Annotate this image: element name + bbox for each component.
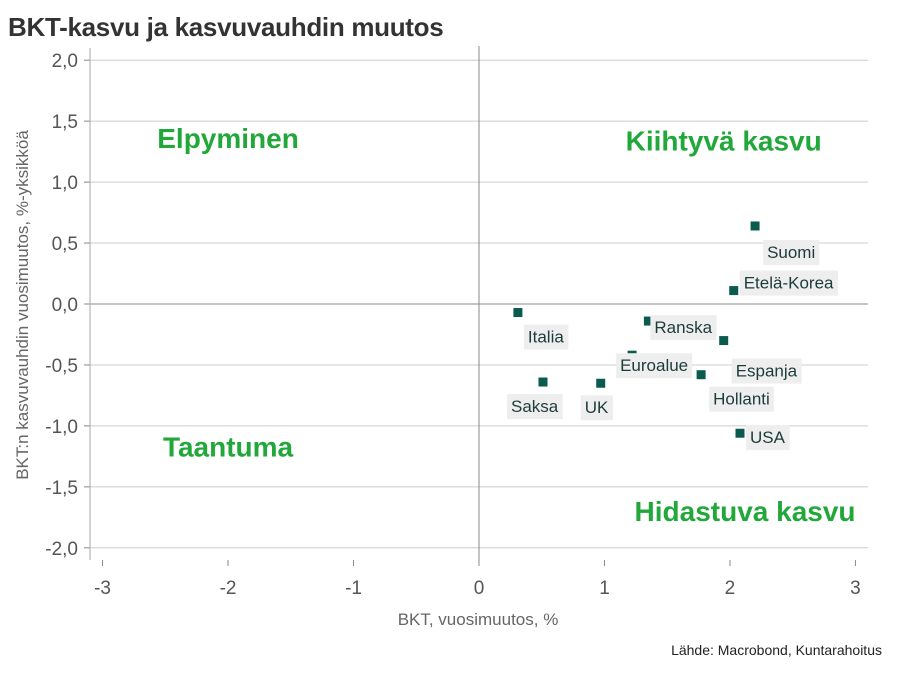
- point-label-text: USA: [750, 428, 786, 447]
- data-point-marker: [719, 336, 729, 346]
- x-axis-label: BKT, vuosimuutos, %: [398, 610, 559, 629]
- point-label-text: Italia: [528, 328, 564, 347]
- axis-layer: 2,0 1,5 1,0 0,5 0,0 -0,5 -1,0 -1,5 -2,0 -3 -2 -1 0 1 2…: [45, 46, 861, 599]
- data-point-marker: [735, 428, 745, 438]
- point-label-text: Saksa: [511, 397, 559, 416]
- y-tick-label: -2,0: [45, 539, 78, 560]
- data-point-label: UK: [580, 395, 613, 421]
- data-point-marker: [696, 370, 706, 380]
- y-tick-label: -1,5: [45, 478, 78, 499]
- y-tick-label: -1,0: [45, 417, 78, 438]
- source-note: Lähde: Macrobond, Kuntarahoitus: [671, 642, 882, 658]
- data-point-marker: [750, 221, 760, 231]
- data-point-label: Etelä-Korea: [739, 270, 839, 296]
- data-point-label: Hollanti: [709, 386, 774, 412]
- data-point-marker: [538, 377, 548, 387]
- y-tick-label: 2,0: [52, 51, 78, 72]
- point-label-text: UK: [585, 398, 609, 417]
- y-tick-label: 1,0: [52, 173, 78, 194]
- data-point-label: Italia: [523, 324, 569, 350]
- point-label-text: Hollanti: [713, 390, 770, 409]
- data-point-marker: [643, 316, 653, 326]
- point-label-text: Ranska: [654, 318, 712, 337]
- x-tick-label: 1: [599, 578, 610, 599]
- label-background: [616, 353, 693, 379]
- label-background: [650, 315, 717, 341]
- data-point-marker: [729, 286, 739, 296]
- data-point-label: Suomi: [763, 239, 820, 265]
- data-point-label: USA: [746, 425, 790, 451]
- label-background: [731, 358, 802, 384]
- x-tick-label: -1: [345, 578, 362, 599]
- y-tick-label: 0,5: [52, 234, 78, 255]
- x-tick-label: 0: [474, 578, 485, 599]
- quadrant-label: Hidastuva kasvu: [635, 496, 856, 527]
- x-tick-label: -3: [94, 578, 111, 599]
- x-tick-label: 2: [725, 578, 736, 599]
- quadrant-label: Taantuma: [163, 431, 294, 462]
- data-point-label: Ranska: [650, 315, 717, 341]
- data-point-marker: [513, 308, 523, 318]
- data-point-label: Espanja: [731, 358, 802, 384]
- label-background: [709, 386, 774, 412]
- quadrant-labels: Elpyminen Kiihtyvä kasvu Taantuma Hidastuva…: [157, 123, 855, 527]
- point-label-text: Suomi: [767, 243, 815, 262]
- data-point-marker: [596, 378, 606, 388]
- label-background: [763, 239, 820, 265]
- quadrant-label: Kiihtyvä kasvu: [626, 125, 822, 156]
- quadrant-label: Elpyminen: [157, 123, 299, 154]
- y-tick-label: 1,5: [52, 112, 78, 133]
- x-tick-label: -2: [220, 578, 237, 599]
- x-tick-label: 3: [850, 578, 861, 599]
- y-tick-label: -0,5: [45, 356, 78, 377]
- label-background: [506, 394, 563, 420]
- data-points: Suomi Etelä-Korea Italia Ranska Espanja Euroa…: [506, 221, 839, 451]
- label-background: [746, 425, 790, 451]
- label-background: [580, 395, 613, 421]
- chart-title: BKT-kasvu ja kasvuvauhdin muutos: [8, 12, 444, 42]
- point-label-text: Etelä-Korea: [744, 274, 834, 293]
- point-label-text: Espanja: [736, 362, 798, 381]
- data-point-label: Euroalue: [616, 353, 693, 379]
- label-background: [739, 270, 839, 296]
- data-point-label: Saksa: [506, 394, 563, 420]
- y-axis-label: BKT:n kasvuvauhdin vuosimuutos, %-yksikk…: [13, 130, 32, 480]
- y-tick-label: 0,0: [52, 295, 78, 316]
- point-label-text: Euroalue: [620, 356, 688, 375]
- label-background: [523, 324, 569, 350]
